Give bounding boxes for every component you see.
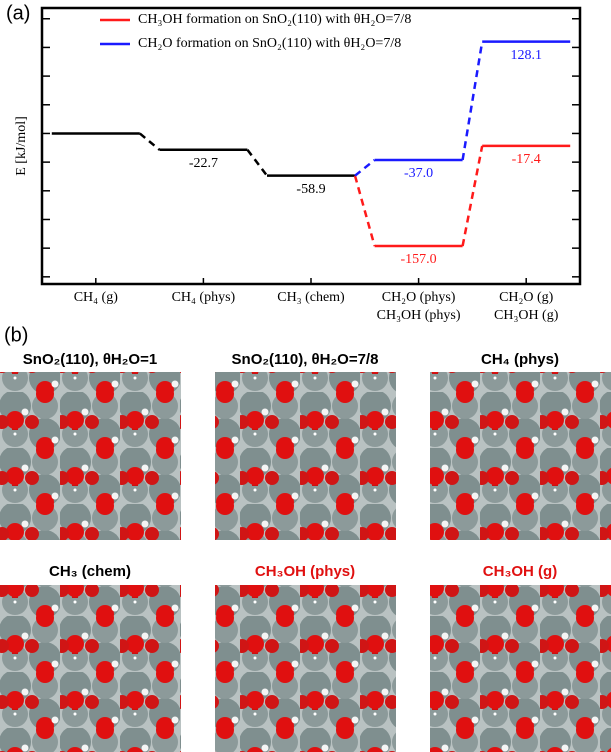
connector (353, 175, 376, 247)
value-label: -157.0 (401, 252, 437, 267)
legend-label: CH₂O formation on SnO₂(110) with θH₂O=7/… (138, 36, 401, 51)
x-tick-label: CH₃OH (phys) (377, 308, 461, 323)
x-tick-label: CH₄ (phys) (172, 290, 236, 305)
connector (139, 132, 161, 151)
connector (354, 159, 376, 177)
structure-image (215, 372, 396, 540)
panel-title: CH₃OH (phys) (255, 563, 355, 580)
connector (461, 41, 484, 161)
panel-label: (a) (6, 2, 30, 24)
connector (461, 145, 484, 247)
x-tick-label: CH₃OH (g) (494, 308, 559, 323)
panel-title: CH₃ (chem) (49, 563, 131, 580)
legend-label: CH₃OH formation on SnO₂(110) with θH₂O=7… (138, 12, 411, 27)
x-tick-label: CH₃ (chem) (277, 290, 345, 305)
structure-image (430, 585, 611, 752)
panel-label: (b) (4, 324, 28, 346)
connector (246, 148, 268, 177)
x-tick-label: CH₂O (phys) (382, 290, 456, 305)
structure-image (430, 372, 611, 540)
structure-image (0, 585, 181, 752)
value-label: -17.4 (512, 152, 541, 167)
value-label: -58.9 (296, 182, 325, 197)
x-tick-label: CH₄ (g) (74, 290, 118, 305)
value-label: 128.1 (510, 48, 542, 63)
panel-title: SnO₂(110), θH₂O=1 (23, 351, 157, 368)
panel-title: CH₃OH (g) (483, 563, 557, 580)
structures: (b) SnO₂(110), θH₂O=1 SnO₂(110), θH₂O=7/8… (0, 324, 611, 752)
value-label: -22.7 (189, 156, 218, 171)
y-axis-label: E [kJ/mol] (14, 116, 29, 176)
structure-image (215, 585, 396, 752)
structure-image (0, 372, 181, 540)
panel-title: CH₄ (phys) (481, 351, 559, 368)
x-tick-label: CH₂O (g) (499, 290, 554, 305)
value-label: -37.0 (404, 166, 433, 181)
panel-title: SnO₂(110), θH₂O=7/8 (232, 351, 379, 368)
